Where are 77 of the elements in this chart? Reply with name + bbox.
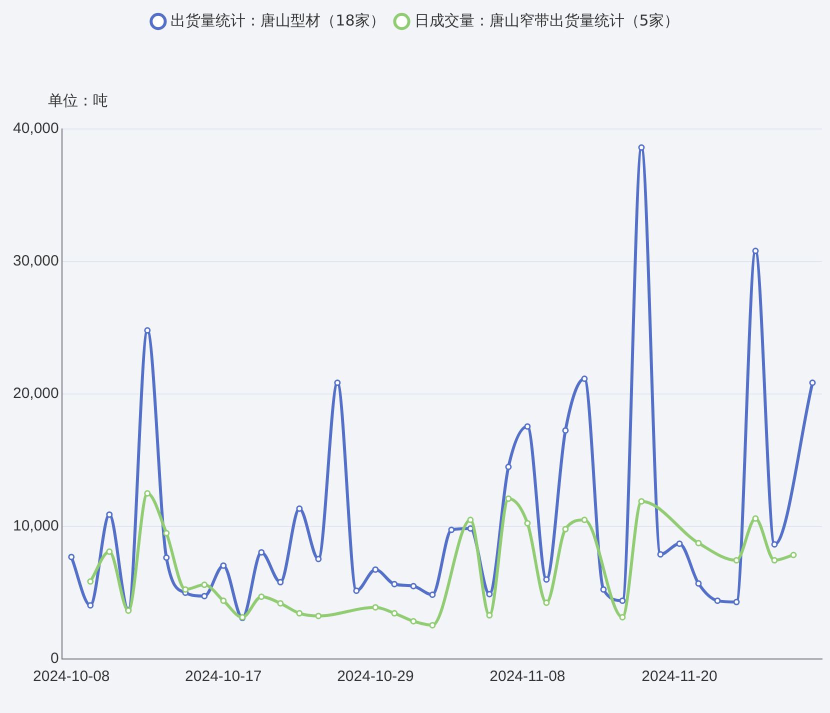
point [695, 540, 702, 546]
point [486, 590, 493, 598]
point [220, 562, 227, 569]
point [619, 614, 626, 621]
y-tick-label: 0 [50, 650, 59, 668]
point [429, 622, 436, 628]
point [106, 548, 113, 555]
point [410, 618, 417, 624]
point [619, 597, 626, 604]
point [505, 464, 512, 470]
point [657, 551, 664, 558]
point [448, 526, 455, 534]
point [258, 549, 265, 556]
point [391, 580, 398, 588]
point [486, 612, 493, 619]
point [429, 591, 436, 598]
point [296, 610, 303, 617]
point [771, 557, 778, 564]
point [353, 588, 360, 594]
point [562, 427, 569, 434]
point [220, 597, 227, 604]
x-tick-label: 2024-10-29 [337, 668, 414, 686]
point [87, 578, 94, 585]
point [714, 597, 721, 604]
point [562, 526, 569, 532]
point [258, 593, 265, 600]
point [201, 582, 208, 588]
point [638, 498, 645, 505]
point [372, 566, 379, 573]
point [771, 541, 778, 548]
point [733, 557, 740, 564]
point [581, 516, 588, 524]
point [676, 540, 683, 547]
point [372, 604, 379, 611]
point [87, 602, 94, 609]
point [505, 495, 512, 502]
point [600, 586, 607, 593]
point [201, 592, 208, 600]
point [315, 612, 322, 620]
point [182, 586, 189, 593]
legend-label: 日成交量：唐山窄带出货量统计（5家） [414, 11, 679, 30]
point [524, 520, 531, 526]
y-tick-label: 30,000 [12, 252, 59, 270]
point [163, 530, 170, 536]
y-tick-label: 20,000 [12, 385, 59, 402]
x-tick-label: 2024-11-20 [642, 668, 718, 686]
point [543, 576, 550, 583]
point [106, 511, 113, 518]
point [296, 505, 303, 512]
point [163, 554, 170, 561]
x-tick-label: 2024-10-08 [33, 668, 110, 686]
point [638, 144, 645, 151]
y-tick-label: 40,000 [12, 120, 59, 138]
point [809, 379, 816, 386]
point [277, 578, 284, 586]
point [277, 600, 284, 607]
point [315, 556, 322, 562]
point [467, 516, 474, 524]
point [524, 423, 531, 430]
point [68, 554, 75, 560]
point [695, 580, 702, 587]
point [733, 598, 740, 606]
point [391, 610, 398, 617]
point [752, 248, 759, 254]
point [543, 599, 550, 606]
point [144, 490, 151, 497]
point [790, 552, 797, 558]
legend-label: 出货量统计：唐山型材（18家） [170, 11, 385, 30]
point [752, 515, 759, 522]
y-tick-label: 10,000 [12, 518, 59, 535]
point [144, 327, 151, 334]
point [334, 379, 341, 386]
point [410, 582, 417, 590]
x-tick-label: 2024-10-17 [185, 668, 262, 686]
point [581, 376, 588, 382]
y-axis-title: 单位：吨 [48, 91, 108, 110]
x-tick-label: 2024-11-08 [490, 668, 566, 686]
